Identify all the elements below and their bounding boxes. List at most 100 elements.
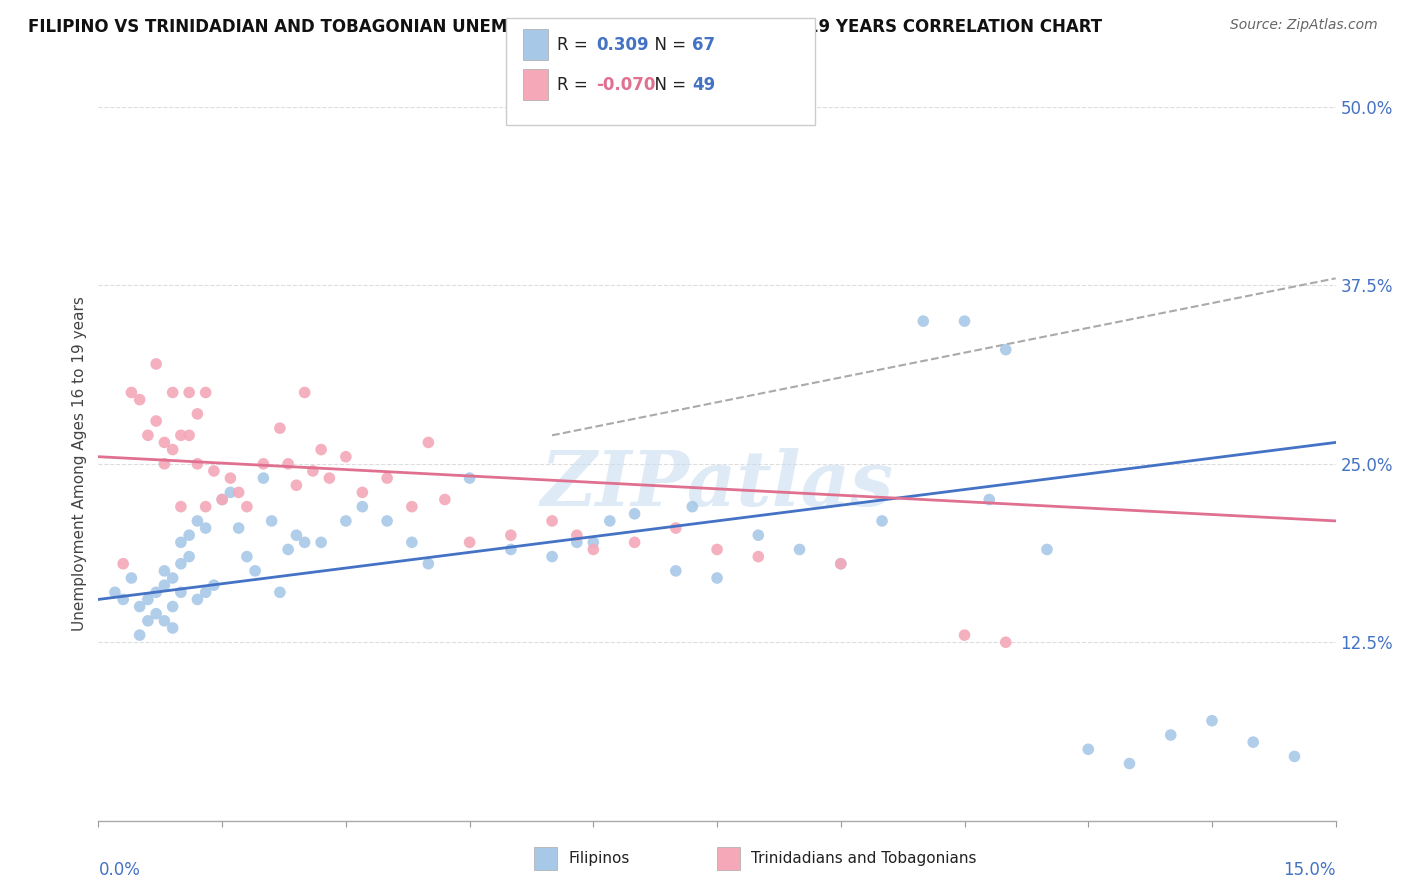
Point xyxy=(170,585,193,599)
Point xyxy=(269,585,291,599)
Point xyxy=(375,471,398,485)
Point xyxy=(162,385,184,400)
Point xyxy=(211,492,233,507)
Point xyxy=(418,435,440,450)
Point xyxy=(277,457,299,471)
Point xyxy=(1160,728,1182,742)
Text: ZIPatlas: ZIPatlas xyxy=(540,449,894,522)
Point xyxy=(170,428,193,442)
Point xyxy=(565,528,588,542)
Point xyxy=(302,464,325,478)
Point xyxy=(179,428,201,442)
Text: N =: N = xyxy=(644,76,692,94)
Point xyxy=(1241,735,1264,749)
Point xyxy=(145,607,167,621)
Point xyxy=(120,385,142,400)
Point xyxy=(194,521,217,535)
Point xyxy=(375,514,398,528)
Text: Source: ZipAtlas.com: Source: ZipAtlas.com xyxy=(1230,18,1378,32)
Point xyxy=(112,557,135,571)
Point xyxy=(128,599,150,614)
Point xyxy=(128,628,150,642)
Point xyxy=(294,535,316,549)
Point xyxy=(706,542,728,557)
Point xyxy=(153,457,176,471)
Point xyxy=(1036,542,1059,557)
Point xyxy=(236,549,259,564)
Point xyxy=(136,592,159,607)
Point xyxy=(277,542,299,557)
Point xyxy=(219,485,242,500)
Point xyxy=(194,500,217,514)
Point xyxy=(285,528,308,542)
Point xyxy=(202,464,225,478)
Text: Trinidadians and Tobagonians: Trinidadians and Tobagonians xyxy=(751,851,976,866)
Point xyxy=(499,542,522,557)
Point xyxy=(145,414,167,428)
Point xyxy=(285,478,308,492)
Point xyxy=(186,514,208,528)
Point xyxy=(418,557,440,571)
Point xyxy=(294,385,316,400)
Point xyxy=(153,578,176,592)
Text: R =: R = xyxy=(557,76,593,94)
Point xyxy=(128,392,150,407)
Text: N =: N = xyxy=(644,36,692,54)
Point xyxy=(186,592,208,607)
Point xyxy=(252,457,274,471)
Point xyxy=(352,485,374,500)
Point xyxy=(170,535,193,549)
Point xyxy=(136,428,159,442)
Point xyxy=(243,564,266,578)
Point xyxy=(747,528,769,542)
Point xyxy=(665,521,688,535)
Point xyxy=(433,492,456,507)
Point xyxy=(747,549,769,564)
Text: FILIPINO VS TRINIDADIAN AND TOBAGONIAN UNEMPLOYMENT AMONG AGES 16 TO 19 YEARS CO: FILIPINO VS TRINIDADIAN AND TOBAGONIAN U… xyxy=(28,18,1102,36)
Point xyxy=(870,514,893,528)
Point xyxy=(623,507,645,521)
Text: 0.309: 0.309 xyxy=(596,36,648,54)
Point xyxy=(228,485,250,500)
Point xyxy=(104,585,127,599)
Point xyxy=(186,407,208,421)
Point xyxy=(309,535,332,549)
Point xyxy=(953,314,976,328)
Y-axis label: Unemployment Among Ages 16 to 19 years: Unemployment Among Ages 16 to 19 years xyxy=(72,296,87,632)
Point xyxy=(179,549,201,564)
Point xyxy=(186,457,208,471)
Point xyxy=(665,564,688,578)
Point xyxy=(179,385,201,400)
Point xyxy=(623,535,645,549)
Point xyxy=(252,471,274,485)
Point xyxy=(170,500,193,514)
Point xyxy=(582,535,605,549)
Point xyxy=(789,542,811,557)
Point xyxy=(401,535,423,549)
Point xyxy=(145,585,167,599)
Point xyxy=(153,564,176,578)
Point xyxy=(830,557,852,571)
Point xyxy=(912,314,935,328)
Point xyxy=(994,343,1017,357)
Point xyxy=(1284,749,1306,764)
Point xyxy=(352,500,374,514)
Point xyxy=(830,557,852,571)
Point xyxy=(1077,742,1099,756)
Text: Filipinos: Filipinos xyxy=(568,851,630,866)
Text: 15.0%: 15.0% xyxy=(1284,861,1336,879)
Point xyxy=(565,535,588,549)
Point xyxy=(979,492,1001,507)
Point xyxy=(335,514,357,528)
Point xyxy=(170,557,193,571)
Point xyxy=(162,621,184,635)
Point xyxy=(194,585,217,599)
Point xyxy=(541,514,564,528)
Point xyxy=(236,500,259,514)
Point xyxy=(401,500,423,514)
Text: 49: 49 xyxy=(692,76,716,94)
Point xyxy=(1118,756,1140,771)
Point xyxy=(219,471,242,485)
Point xyxy=(309,442,332,457)
Point xyxy=(458,535,481,549)
